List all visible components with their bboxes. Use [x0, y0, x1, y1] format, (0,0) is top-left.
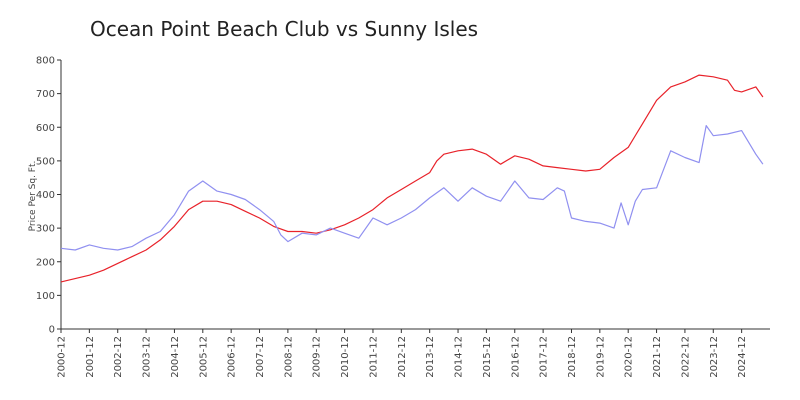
x-tick-label: 2005-12: [198, 336, 209, 378]
y-tick-label: 700: [36, 89, 55, 100]
series-layer: [60, 74, 764, 283]
y-ticks: 0 100 200 300 400 500 600 700 800: [36, 56, 61, 336]
x-tick-label: 2017-12: [539, 336, 550, 378]
y-tick-label: 800: [36, 56, 55, 67]
x-ticks: 2000-12 2001-12 2002-12 2003-12 2004-12 2005-…: [57, 329, 748, 378]
x-tick-label: 2007-12: [255, 336, 266, 378]
x-tick-label: 2009-12: [312, 336, 323, 378]
x-tick-label: 2020-12: [624, 336, 635, 378]
y-tick-label: 600: [36, 123, 55, 134]
y-tick-label: 100: [36, 291, 55, 302]
x-tick-label: 2018-12: [567, 336, 578, 378]
y-tick-label: 200: [36, 257, 55, 268]
x-tick-label: 2019-12: [595, 336, 606, 378]
series-line-2: [60, 124, 764, 251]
x-tick-label: 2000-12: [57, 336, 68, 378]
x-tick-label: 2006-12: [227, 336, 238, 378]
chart-title: Ocean Point Beach Club vs Sunny Isles: [90, 17, 478, 41]
x-tick-label: 2022-12: [680, 336, 691, 378]
x-tick-label: 2013-12: [425, 336, 436, 378]
x-tick-label: 2014-12: [454, 336, 465, 378]
y-tick-label: 300: [36, 224, 55, 235]
x-tick-label: 2024-12: [737, 336, 748, 378]
x-tick-label: 2015-12: [482, 336, 493, 378]
x-tick-label: 2003-12: [142, 336, 153, 378]
x-tick-label: 2004-12: [170, 336, 181, 378]
x-tick-label: 2002-12: [113, 336, 124, 378]
x-tick-label: 2023-12: [709, 336, 720, 378]
x-tick-label: 2016-12: [510, 336, 521, 378]
y-tick-label: 0: [49, 325, 55, 336]
x-tick-label: 2001-12: [85, 336, 96, 378]
series-line-1: [60, 74, 764, 283]
x-tick-label: 2011-12: [368, 336, 379, 378]
y-tick-label: 400: [36, 190, 55, 201]
y-tick-label: 500: [36, 156, 55, 167]
x-tick-label: 2021-12: [652, 336, 663, 378]
x-tick-label: 2012-12: [397, 336, 408, 378]
x-tick-label: 2008-12: [283, 336, 294, 378]
x-tick-label: 2010-12: [340, 336, 351, 378]
y-axis-label: Price Per Sq. Ft.: [28, 161, 38, 232]
